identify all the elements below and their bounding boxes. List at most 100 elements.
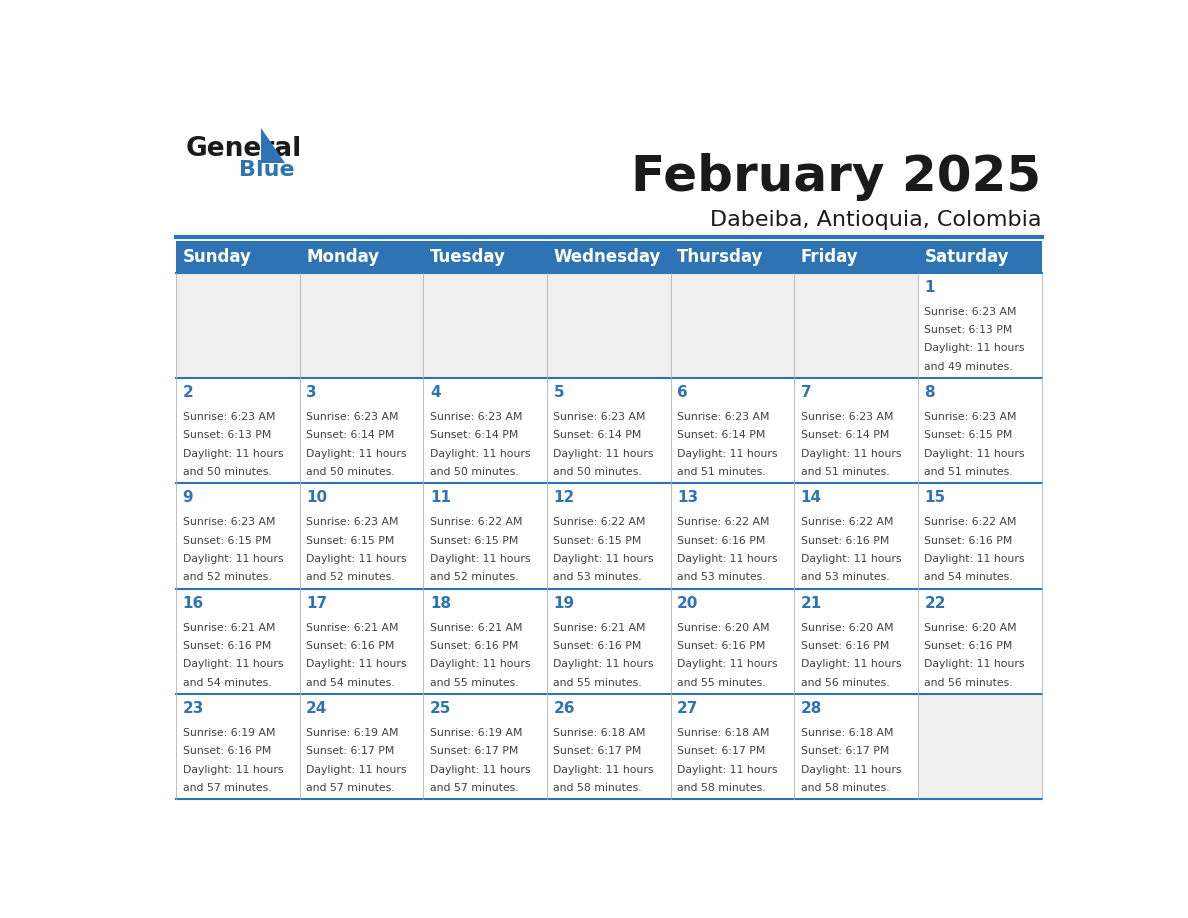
Text: Daylight: 11 hours: Daylight: 11 hours: [924, 659, 1025, 669]
Text: Sunrise: 6:23 AM: Sunrise: 6:23 AM: [183, 518, 276, 527]
FancyBboxPatch shape: [795, 694, 918, 800]
Text: and 55 minutes.: and 55 minutes.: [430, 677, 518, 688]
Text: and 51 minutes.: and 51 minutes.: [677, 467, 766, 477]
FancyBboxPatch shape: [546, 694, 671, 800]
Text: 8: 8: [924, 386, 935, 400]
Text: Daylight: 11 hours: Daylight: 11 hours: [677, 659, 778, 669]
Text: Sunset: 6:13 PM: Sunset: 6:13 PM: [924, 325, 1012, 335]
Text: Sunrise: 6:19 AM: Sunrise: 6:19 AM: [307, 728, 399, 738]
Text: Sunrise: 6:19 AM: Sunrise: 6:19 AM: [183, 728, 276, 738]
Text: Sunset: 6:15 PM: Sunset: 6:15 PM: [307, 536, 394, 545]
Text: and 57 minutes.: and 57 minutes.: [307, 783, 394, 793]
Text: Daylight: 11 hours: Daylight: 11 hours: [307, 659, 406, 669]
Text: and 56 minutes.: and 56 minutes.: [801, 677, 890, 688]
Text: Daylight: 11 hours: Daylight: 11 hours: [183, 449, 283, 459]
Text: Sunset: 6:14 PM: Sunset: 6:14 PM: [801, 431, 889, 441]
Text: and 58 minutes.: and 58 minutes.: [801, 783, 890, 793]
Text: 23: 23: [183, 701, 204, 716]
Text: and 53 minutes.: and 53 minutes.: [677, 573, 766, 582]
Text: Daylight: 11 hours: Daylight: 11 hours: [430, 659, 530, 669]
FancyBboxPatch shape: [299, 484, 423, 588]
Text: Daylight: 11 hours: Daylight: 11 hours: [183, 554, 283, 564]
Text: Sunset: 6:16 PM: Sunset: 6:16 PM: [924, 536, 1012, 545]
Text: and 51 minutes.: and 51 minutes.: [924, 467, 1013, 477]
Text: and 50 minutes.: and 50 minutes.: [183, 467, 271, 477]
Text: Sunset: 6:16 PM: Sunset: 6:16 PM: [677, 536, 765, 545]
Text: and 49 minutes.: and 49 minutes.: [924, 362, 1013, 372]
FancyBboxPatch shape: [423, 484, 546, 588]
Text: 7: 7: [801, 386, 811, 400]
Text: Sunrise: 6:23 AM: Sunrise: 6:23 AM: [183, 412, 276, 422]
Text: 9: 9: [183, 490, 194, 506]
Text: Sunrise: 6:22 AM: Sunrise: 6:22 AM: [924, 518, 1017, 527]
Text: and 52 minutes.: and 52 minutes.: [307, 573, 394, 582]
Text: Sunset: 6:16 PM: Sunset: 6:16 PM: [183, 746, 271, 756]
Text: Daylight: 11 hours: Daylight: 11 hours: [801, 449, 902, 459]
FancyBboxPatch shape: [671, 588, 795, 694]
Text: Daylight: 11 hours: Daylight: 11 hours: [307, 449, 406, 459]
Text: Sunrise: 6:20 AM: Sunrise: 6:20 AM: [924, 622, 1017, 633]
Text: 11: 11: [430, 490, 450, 506]
Text: Sunrise: 6:20 AM: Sunrise: 6:20 AM: [801, 622, 893, 633]
Text: 5: 5: [554, 386, 564, 400]
Text: Sunrise: 6:23 AM: Sunrise: 6:23 AM: [924, 412, 1017, 422]
Polygon shape: [261, 128, 285, 163]
FancyBboxPatch shape: [176, 378, 299, 484]
Text: 18: 18: [430, 596, 451, 610]
Text: and 54 minutes.: and 54 minutes.: [924, 573, 1013, 582]
Text: Sunrise: 6:22 AM: Sunrise: 6:22 AM: [554, 518, 646, 527]
Text: Sunrise: 6:23 AM: Sunrise: 6:23 AM: [801, 412, 893, 422]
Text: Friday: Friday: [801, 248, 859, 266]
Text: Daylight: 11 hours: Daylight: 11 hours: [307, 554, 406, 564]
FancyBboxPatch shape: [546, 484, 671, 588]
Text: Thursday: Thursday: [677, 248, 764, 266]
Text: 3: 3: [307, 386, 317, 400]
Text: Sunset: 6:16 PM: Sunset: 6:16 PM: [801, 536, 889, 545]
Text: and 55 minutes.: and 55 minutes.: [554, 677, 642, 688]
Text: 28: 28: [801, 701, 822, 716]
Text: February 2025: February 2025: [632, 153, 1042, 201]
Text: Sunrise: 6:18 AM: Sunrise: 6:18 AM: [677, 728, 770, 738]
Text: Sunset: 6:17 PM: Sunset: 6:17 PM: [430, 746, 518, 756]
FancyBboxPatch shape: [795, 588, 918, 694]
FancyBboxPatch shape: [918, 588, 1042, 694]
Text: 2: 2: [183, 386, 194, 400]
Text: Daylight: 11 hours: Daylight: 11 hours: [554, 659, 653, 669]
Text: Sunrise: 6:23 AM: Sunrise: 6:23 AM: [430, 412, 523, 422]
Text: Sunset: 6:15 PM: Sunset: 6:15 PM: [924, 431, 1012, 441]
Text: Daylight: 11 hours: Daylight: 11 hours: [677, 554, 778, 564]
Text: Daylight: 11 hours: Daylight: 11 hours: [430, 554, 530, 564]
Text: and 52 minutes.: and 52 minutes.: [430, 573, 518, 582]
Text: 14: 14: [801, 490, 822, 506]
Text: Sunset: 6:15 PM: Sunset: 6:15 PM: [430, 536, 518, 545]
Text: 12: 12: [554, 490, 575, 506]
Text: Sunset: 6:15 PM: Sunset: 6:15 PM: [554, 536, 642, 545]
FancyBboxPatch shape: [795, 273, 918, 378]
Text: Daylight: 11 hours: Daylight: 11 hours: [801, 765, 902, 775]
Text: Sunset: 6:16 PM: Sunset: 6:16 PM: [307, 641, 394, 651]
Text: Sunset: 6:14 PM: Sunset: 6:14 PM: [430, 431, 518, 441]
Text: 19: 19: [554, 596, 575, 610]
Text: Dabeiba, Antioquia, Colombia: Dabeiba, Antioquia, Colombia: [710, 209, 1042, 230]
FancyBboxPatch shape: [546, 378, 671, 484]
FancyBboxPatch shape: [795, 484, 918, 588]
Text: 10: 10: [307, 490, 328, 506]
FancyBboxPatch shape: [546, 588, 671, 694]
Text: 20: 20: [677, 596, 699, 610]
Text: and 58 minutes.: and 58 minutes.: [677, 783, 766, 793]
Text: Sunset: 6:17 PM: Sunset: 6:17 PM: [801, 746, 889, 756]
FancyBboxPatch shape: [299, 273, 423, 378]
FancyBboxPatch shape: [918, 694, 1042, 800]
Text: Daylight: 11 hours: Daylight: 11 hours: [307, 765, 406, 775]
Text: 26: 26: [554, 701, 575, 716]
FancyBboxPatch shape: [423, 273, 546, 378]
Text: Sunrise: 6:21 AM: Sunrise: 6:21 AM: [307, 622, 399, 633]
Text: and 53 minutes.: and 53 minutes.: [801, 573, 890, 582]
Text: Sunrise: 6:20 AM: Sunrise: 6:20 AM: [677, 622, 770, 633]
Text: and 57 minutes.: and 57 minutes.: [430, 783, 518, 793]
Text: and 57 minutes.: and 57 minutes.: [183, 783, 271, 793]
Text: Daylight: 11 hours: Daylight: 11 hours: [430, 449, 530, 459]
Text: Daylight: 11 hours: Daylight: 11 hours: [430, 765, 530, 775]
Text: 13: 13: [677, 490, 699, 506]
Text: Sunrise: 6:21 AM: Sunrise: 6:21 AM: [554, 622, 646, 633]
